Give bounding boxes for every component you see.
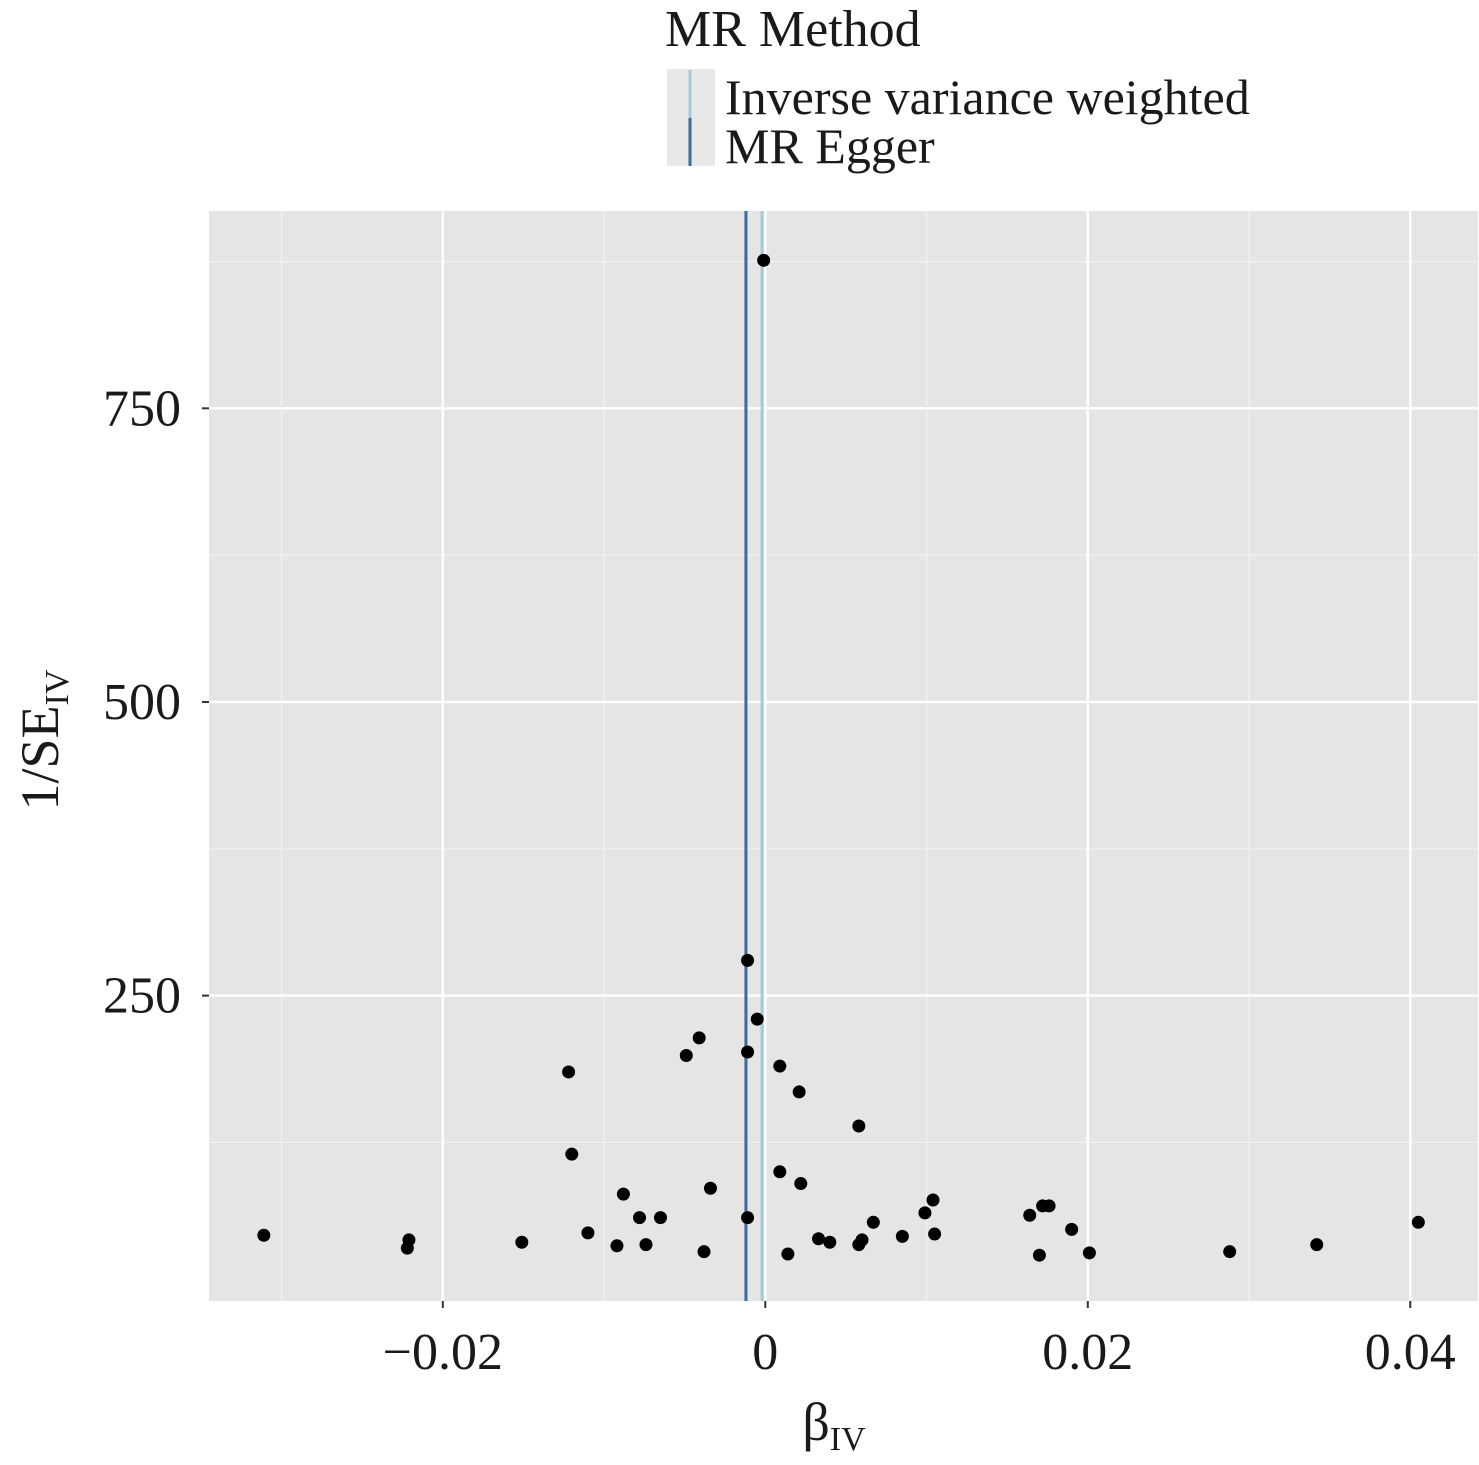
data-point	[610, 1239, 624, 1253]
legend-label-ivw: Inverse variance weighted	[725, 69, 1250, 125]
data-point	[741, 1211, 755, 1225]
x-axis-title-subscript: IV	[830, 1421, 866, 1458]
x-tick-label: 0.04	[1365, 1324, 1456, 1381]
data-point	[1042, 1199, 1056, 1213]
data-point	[794, 1177, 808, 1191]
x-tick-label: 0	[752, 1324, 778, 1381]
data-point	[562, 1065, 576, 1079]
y-axis-title-subscript: IV	[39, 669, 76, 705]
plot-panel	[209, 211, 1478, 1301]
data-points	[257, 253, 1425, 1262]
y-tick-label: 750	[103, 380, 181, 437]
data-point	[1310, 1238, 1324, 1252]
data-point	[565, 1147, 579, 1161]
data-point	[400, 1241, 414, 1255]
data-point	[697, 1245, 711, 1259]
data-point	[823, 1235, 837, 1249]
x-axis-title-main: β	[802, 1392, 829, 1452]
data-point	[928, 1227, 942, 1241]
y-tick-label: 250	[103, 968, 181, 1025]
data-point	[653, 1211, 667, 1225]
data-point	[750, 1012, 764, 1026]
x-axis: −0.02 0 0.02 0.04	[383, 1301, 1456, 1381]
data-point	[773, 1165, 787, 1179]
data-point	[866, 1215, 880, 1229]
y-axis: 250 500 750	[103, 380, 209, 1025]
data-point	[773, 1059, 787, 1073]
data-point	[895, 1229, 909, 1243]
data-point	[1023, 1208, 1037, 1222]
x-tick-label: −0.02	[383, 1324, 503, 1381]
data-point	[918, 1206, 932, 1220]
data-point	[257, 1228, 271, 1242]
data-point	[741, 953, 755, 967]
y-tick-label: 500	[103, 674, 181, 731]
data-point	[812, 1232, 826, 1246]
legend-title: MR Method	[665, 1, 921, 58]
legend-label-mr-egger: MR Egger	[725, 118, 935, 174]
data-point	[852, 1119, 866, 1133]
legend: MR Method Inverse variance weighted MR E…	[665, 1, 1250, 174]
data-point	[692, 1031, 706, 1045]
data-point	[679, 1049, 693, 1063]
data-point	[781, 1247, 795, 1261]
data-point	[1223, 1245, 1237, 1259]
data-point	[1065, 1222, 1079, 1236]
data-point	[792, 1085, 806, 1099]
gridlines	[209, 211, 1478, 1301]
data-point	[741, 1045, 755, 1059]
y-axis-title-main: 1/SE	[10, 705, 70, 810]
data-point	[1082, 1246, 1096, 1260]
data-point	[926, 1193, 940, 1207]
data-point	[633, 1211, 647, 1225]
data-point	[581, 1226, 595, 1240]
x-axis-title: βIV	[802, 1392, 866, 1458]
data-point	[757, 253, 771, 267]
data-point	[639, 1238, 653, 1252]
method-lines	[744, 211, 764, 1301]
x-tick-label: 0.02	[1042, 1324, 1133, 1381]
data-point	[1411, 1215, 1425, 1229]
data-point	[616, 1187, 630, 1201]
data-point	[852, 1238, 866, 1252]
y-axis-title: 1/SEIV	[10, 669, 76, 810]
data-point	[515, 1235, 529, 1249]
data-point	[1032, 1248, 1046, 1262]
data-point	[703, 1181, 717, 1195]
